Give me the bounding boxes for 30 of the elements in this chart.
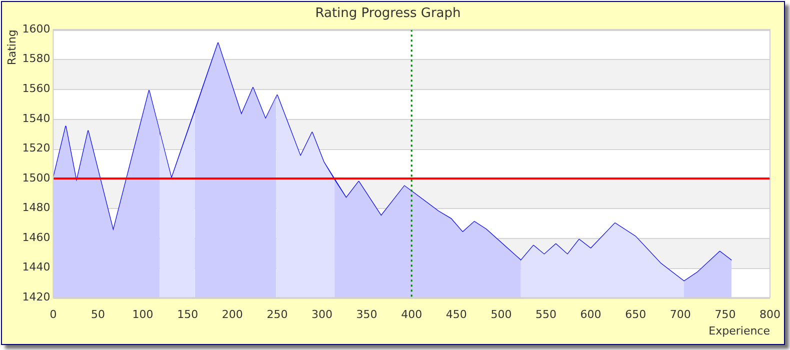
x-tick-label: 50 [90, 308, 105, 322]
x-tick-label: 450 [446, 308, 467, 322]
x-tick-label: 200 [222, 308, 243, 322]
x-axis-title: Experience [708, 324, 770, 338]
x-tick-label: 600 [580, 308, 602, 322]
x-tick-label: 150 [177, 308, 198, 322]
y-tick-label: 1420 [22, 290, 50, 304]
x-tick-label: 750 [714, 308, 736, 322]
x-tick-label: 100 [132, 308, 154, 322]
x-tick-label: 650 [625, 308, 646, 322]
x-tick-label: 350 [356, 308, 378, 322]
y-axis-title: Rating [5, 30, 18, 66]
y-tick-label: 1540 [22, 112, 50, 125]
chart-title: Rating Progress Graph [315, 6, 461, 22]
x-tick-label: 0 [50, 308, 57, 322]
x-tick-label: 800 [760, 308, 780, 322]
y-tick-label: 1440 [22, 260, 50, 274]
x-tick-label: 700 [670, 308, 691, 322]
y-tick-label: 1500 [22, 171, 50, 184]
x-tick-label: 500 [490, 308, 512, 322]
y-tick-label: 1600 [22, 22, 50, 36]
x-tick-label: 250 [266, 308, 288, 322]
x-tick-label: 550 [536, 308, 556, 322]
x-tick-label: 400 [401, 308, 422, 322]
x-tick-label: 300 [311, 308, 332, 322]
y-tick-label: 1580 [22, 52, 50, 66]
y-tick-label: 1560 [22, 82, 50, 96]
y-tick-label: 1460 [22, 230, 50, 244]
y-tick-label: 1480 [22, 201, 50, 214]
y-tick-label: 1520 [22, 142, 50, 155]
